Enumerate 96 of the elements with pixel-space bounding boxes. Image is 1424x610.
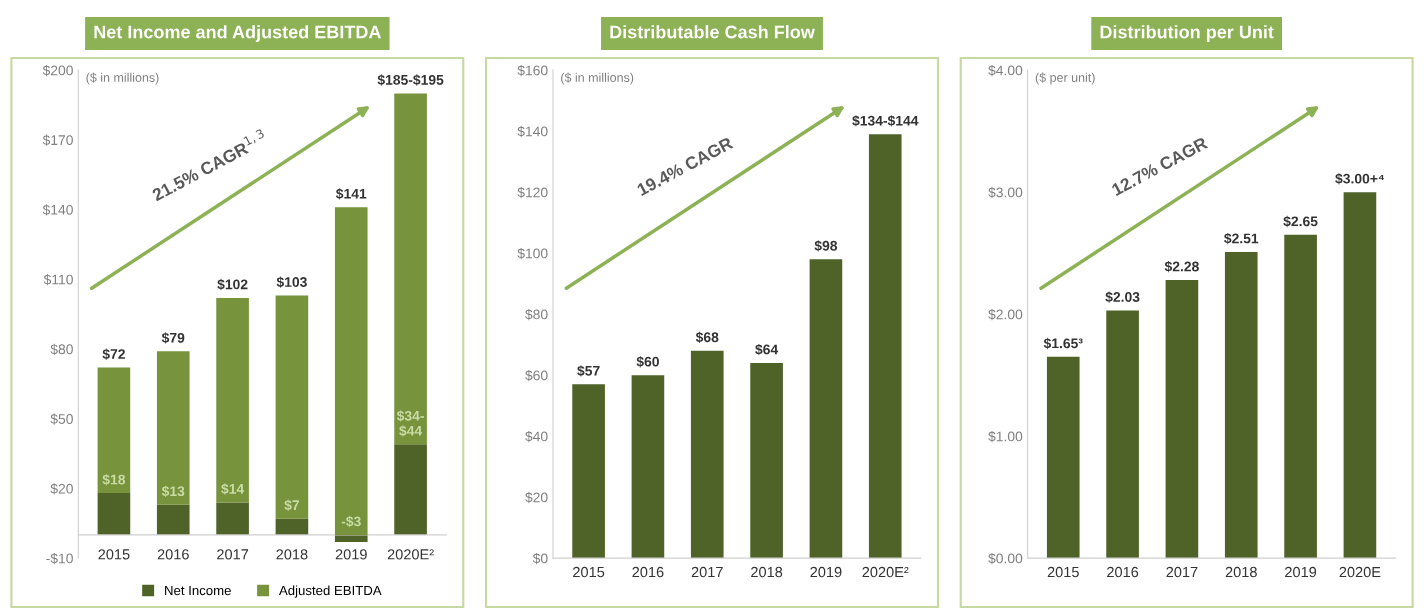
- bar: [334, 207, 368, 535]
- y-tick-label: $140: [42, 204, 73, 216]
- y-tick-label: $170: [42, 134, 73, 146]
- bar: [631, 375, 665, 559]
- x-tick-label: 2017: [217, 549, 249, 560]
- x-tick-label: 2020E²: [387, 549, 434, 560]
- data-label: $68: [695, 331, 719, 344]
- y-tick-label: $4.00: [988, 64, 1023, 77]
- legend-label: Net Income: [165, 585, 231, 596]
- y-tick-label: $3.00: [988, 186, 1023, 199]
- bar: [216, 297, 249, 503]
- total-label: $185-$195: [377, 74, 444, 86]
- bar: [690, 350, 724, 559]
- x-tick-label: 2018: [1225, 566, 1257, 578]
- data-label: $7: [284, 499, 300, 511]
- chart-title: Net Income and Adjusted EBITDA: [94, 25, 381, 42]
- y-tick-label: $0.00: [988, 552, 1023, 565]
- data-label: $60: [636, 356, 659, 368]
- y-tick-label: $110: [43, 274, 73, 286]
- annotation: 21.5% CAGR$^{1,3}$: [149, 128, 268, 202]
- chart-title: Distributable Cash Flow: [610, 25, 815, 39]
- x-tick-label: 2017: [1166, 566, 1198, 578]
- y-tick-label: $80: [525, 308, 548, 321]
- bar: [868, 134, 902, 559]
- total-label: $72: [102, 348, 125, 360]
- y-tick-label: $60: [525, 369, 548, 382]
- annotation: ($ in millions): [561, 72, 634, 85]
- data-label: $1.65³: [1043, 337, 1083, 350]
- bar: [1343, 192, 1377, 559]
- x-tick-label: 2019: [1285, 566, 1317, 578]
- bar: [750, 362, 783, 559]
- data-label: $2.03: [1105, 291, 1140, 303]
- x-tick-label: 2018: [276, 549, 308, 560]
- chart-title: Distribution per Unit: [1100, 25, 1274, 42]
- bar: [156, 504, 190, 535]
- legend-label: Adjusted EBITDA: [278, 585, 382, 598]
- x-tick-label: 2017: [691, 566, 723, 578]
- x-tick-label: 2015: [98, 549, 130, 560]
- y-tick-label: $20: [525, 491, 548, 504]
- y-tick-label: $20: [50, 483, 73, 495]
- bar: [1224, 251, 1258, 559]
- bar: [216, 502, 249, 535]
- x-tick-label: 2015: [573, 566, 605, 578]
- data-label: $64: [755, 343, 779, 356]
- data-label: $18: [102, 474, 126, 486]
- y-tick-label: $80: [50, 343, 73, 355]
- data-label: $2.51: [1224, 232, 1259, 245]
- y-tick-label: $2.00: [988, 308, 1023, 321]
- y-tick-label: $200: [42, 64, 73, 77]
- annotation: ($ in millions): [86, 72, 159, 85]
- data-label: -$3: [341, 515, 361, 528]
- bar: [97, 367, 131, 494]
- y-tick-label: $50: [50, 413, 73, 425]
- x-tick-label: 2018: [751, 566, 783, 578]
- data-label: $141: [335, 188, 367, 200]
- y-tick-label: $160: [517, 64, 548, 77]
- total-label: $79: [161, 332, 185, 344]
- data-label: $134-$144: [852, 115, 919, 127]
- data-label: $2.65: [1283, 215, 1318, 228]
- x-tick-label: 2020E: [1339, 566, 1381, 578]
- x-tick-label: 2016: [632, 566, 664, 578]
- data-label: $3.00+⁴: [1335, 173, 1385, 185]
- bar: [1284, 234, 1317, 559]
- y-tick-label: $120: [517, 186, 548, 199]
- x-tick-label: 2015: [1047, 566, 1079, 578]
- x-tick-label: 2016: [1107, 566, 1139, 578]
- bar: [97, 493, 131, 535]
- bar: [275, 295, 309, 519]
- y-tick-label: -$10: [46, 552, 73, 565]
- x-tick-label: 2020E²: [862, 566, 909, 578]
- y-tick-label: $40: [525, 430, 548, 443]
- y-tick-label: $0: [532, 552, 548, 565]
- x-tick-label: 2016: [157, 549, 189, 560]
- bar: [394, 93, 427, 445]
- data-label: $2.28: [1164, 260, 1199, 273]
- y-tick-label: $100: [517, 247, 548, 260]
- data-label: $98: [814, 240, 838, 252]
- data-label: $57: [577, 365, 600, 377]
- total-label: $103: [276, 276, 307, 288]
- bar: [1046, 356, 1080, 559]
- bar: [572, 384, 605, 559]
- bar: [156, 351, 190, 505]
- bar: [1165, 279, 1199, 559]
- bar: [275, 518, 309, 535]
- bar: [1106, 310, 1139, 559]
- y-tick-label: $140: [517, 125, 548, 138]
- data-label: $13: [161, 485, 185, 497]
- y-tick-label: $1.00: [988, 430, 1023, 443]
- data-label: $34- $44: [396, 410, 424, 437]
- x-tick-label: 2019: [810, 566, 842, 578]
- annotation: ($ per unit): [1035, 72, 1095, 85]
- total-label: $102: [217, 278, 248, 291]
- bar: [394, 444, 427, 535]
- bar: [809, 259, 843, 559]
- data-label: $14: [221, 483, 245, 495]
- x-tick-label: 2019: [335, 549, 367, 560]
